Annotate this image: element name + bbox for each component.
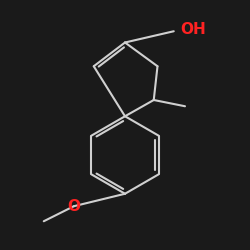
Text: O: O <box>67 199 80 214</box>
Text: OH: OH <box>180 22 206 38</box>
